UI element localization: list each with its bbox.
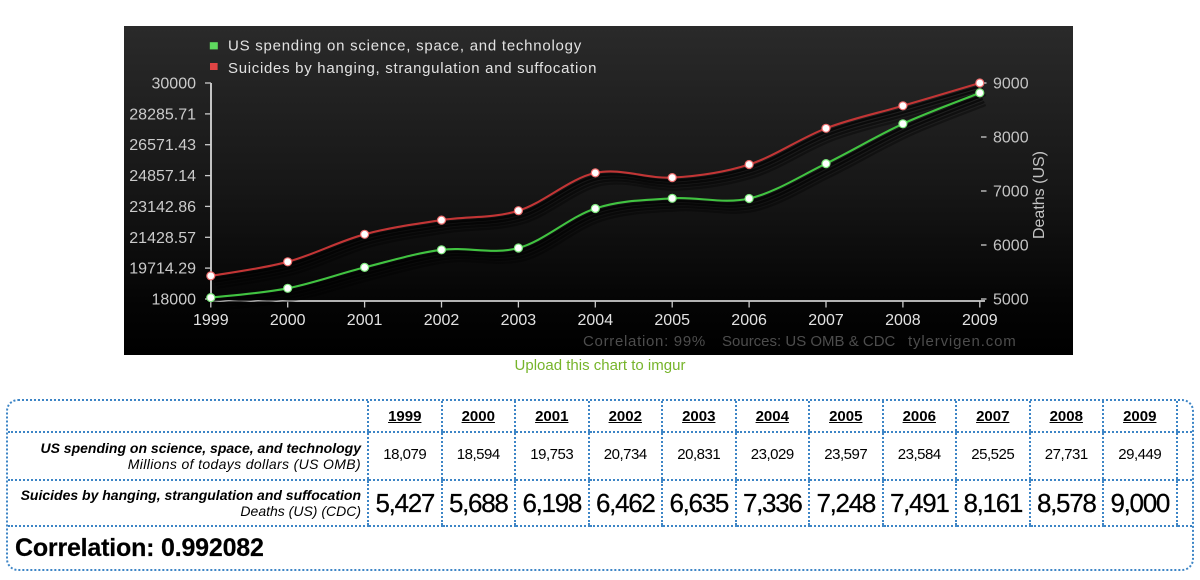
svg-text:Suicides by hanging, strangula: Suicides by hanging, strangulation and s… [228,60,597,77]
svg-text:18000: 18000 [152,292,197,309]
svg-text:1999: 1999 [193,312,229,329]
svg-text:21428.57: 21428.57 [129,230,196,247]
svg-text:2003: 2003 [501,312,537,329]
svg-text:8000: 8000 [993,130,1029,147]
svg-text:2004: 2004 [578,312,614,329]
svg-text:26571.43: 26571.43 [129,137,196,154]
svg-text:23142.86: 23142.86 [129,199,196,216]
svg-text:5000: 5000 [993,292,1029,309]
svg-text:9000: 9000 [993,76,1029,93]
svg-text:24857.14: 24857.14 [129,168,196,185]
svg-text:7000: 7000 [993,184,1029,201]
svg-text:tylervigen.com: tylervigen.com [908,333,1017,350]
svg-text:19714.29: 19714.29 [129,261,196,278]
svg-text:28285.71: 28285.71 [129,106,196,123]
svg-text:2008: 2008 [885,312,921,329]
svg-text:30000: 30000 [152,76,197,93]
svg-text:Sources: US OMB & CDC: Sources: US OMB & CDC [722,333,896,350]
svg-text:2007: 2007 [808,312,844,329]
svg-text:2005: 2005 [654,312,690,329]
svg-text:2006: 2006 [731,312,767,329]
svg-text:Deaths (US): Deaths (US) [1031,151,1048,239]
svg-text:US spending on science, space,: US spending on science, space, and techn… [228,38,582,55]
svg-text:2000: 2000 [270,312,306,329]
svg-text:2002: 2002 [424,312,460,329]
svg-text:6000: 6000 [993,238,1029,255]
svg-text:2001: 2001 [347,312,383,329]
svg-text:2009: 2009 [962,312,998,329]
svg-text:Correlation: 99%: Correlation: 99% [583,333,706,350]
